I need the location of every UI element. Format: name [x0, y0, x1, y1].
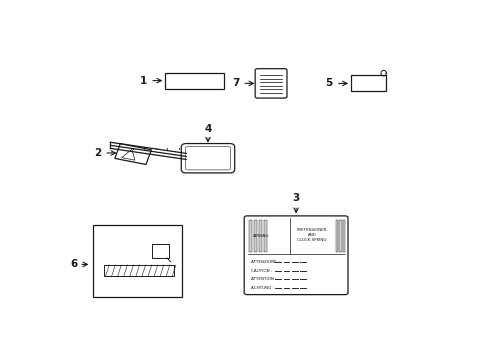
- FancyBboxPatch shape: [244, 216, 347, 294]
- FancyBboxPatch shape: [255, 69, 286, 98]
- Text: AIRBAG: AIRBAG: [252, 234, 269, 238]
- Bar: [248, 220, 252, 252]
- Bar: [93, 225, 182, 297]
- Text: 6: 6: [70, 260, 77, 269]
- FancyBboxPatch shape: [181, 144, 234, 173]
- Text: 1: 1: [140, 76, 147, 86]
- Bar: [103, 265, 173, 276]
- Bar: [165, 73, 224, 89]
- Bar: [151, 243, 168, 258]
- Bar: [339, 220, 341, 252]
- Text: PRETENSIONER
AND
CLOCK SPRING: PRETENSIONER AND CLOCK SPRING: [296, 228, 326, 242]
- Text: 5: 5: [325, 78, 332, 89]
- Text: 2: 2: [94, 148, 101, 158]
- Text: 7: 7: [231, 78, 239, 89]
- Text: ACHTUNG :: ACHTUNG :: [250, 286, 273, 290]
- Text: 3: 3: [292, 193, 299, 203]
- Bar: [335, 220, 338, 252]
- Bar: [259, 220, 262, 252]
- Text: CAUTION :: CAUTION :: [250, 269, 271, 273]
- Text: 4: 4: [204, 124, 211, 134]
- Bar: [264, 220, 266, 252]
- Polygon shape: [115, 144, 151, 165]
- Bar: [253, 220, 257, 252]
- Bar: [342, 220, 344, 252]
- Text: ATTENZIONE :: ATTENZIONE :: [250, 260, 279, 264]
- Polygon shape: [350, 75, 385, 91]
- Text: ATTENTION :: ATTENTION :: [250, 277, 276, 282]
